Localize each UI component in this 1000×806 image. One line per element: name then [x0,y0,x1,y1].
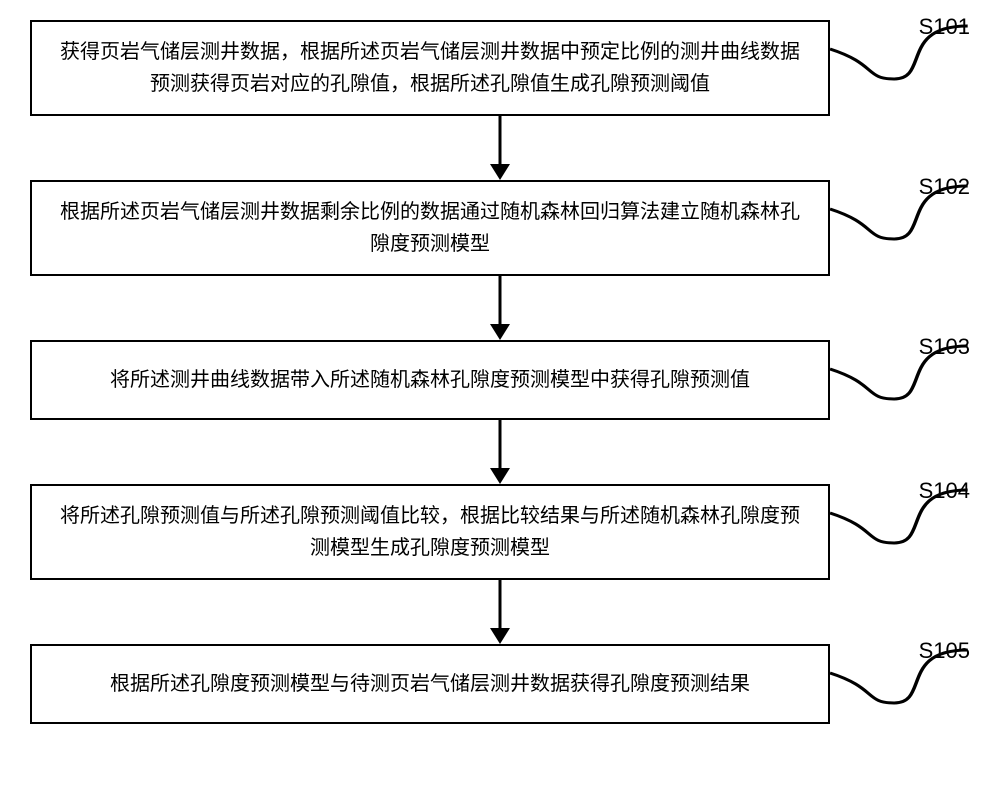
step-label-wrap: S103 [830,340,970,420]
arrow-wrap [100,580,900,644]
step-box-s103: 将所述测井曲线数据带入所述随机森林孔隙度预测模型中获得孔隙预测值 [30,340,830,420]
step-text: 根据所述孔隙度预测模型与待测页岩气储层测井数据获得孔隙度预测结果 [110,668,750,700]
step-box-s102: 根据所述页岩气储层测井数据剩余比例的数据通过随机森林回归算法建立随机森林孔隙度预… [30,180,830,276]
step-label-wrap: S101 [830,20,970,100]
flow-row: 获得页岩气储层测井数据，根据所述页岩气储层测井数据中预定比例的测井曲线数据预测获… [30,20,970,116]
step-box-s105: 根据所述孔隙度预测模型与待测页岩气储层测井数据获得孔隙度预测结果 [30,644,830,724]
arrow-down-icon [480,276,520,340]
step-text: 将所述孔隙预测值与所述孔隙预测阈值比较，根据比较结果与所述随机森林孔隙度预测模型… [52,500,808,564]
arrow-wrap [100,276,900,340]
arrow-wrap [100,116,900,180]
step-box-s104: 将所述孔隙预测值与所述孔隙预测阈值比较，根据比较结果与所述随机森林孔隙度预测模型… [30,484,830,580]
step-label-wrap: S104 [830,484,970,564]
step-box-s101: 获得页岩气储层测井数据，根据所述页岩气储层测井数据中预定比例的测井曲线数据预测获… [30,20,830,116]
arrow-down-icon [480,420,520,484]
arrow-wrap [100,420,900,484]
step-label-wrap: S105 [830,644,970,724]
flowchart: 获得页岩气储层测井数据，根据所述页岩气储层测井数据中预定比例的测井曲线数据预测获… [30,20,970,724]
step-label: S105 [919,638,970,664]
flow-row: 根据所述页岩气储层测井数据剩余比例的数据通过随机森林回归算法建立随机森林孔隙度预… [30,180,970,276]
flow-row: 将所述测井曲线数据带入所述随机森林孔隙度预测模型中获得孔隙预测值 S103 [30,340,970,420]
flow-row: 将所述孔隙预测值与所述孔隙预测阈值比较，根据比较结果与所述随机森林孔隙度预测模型… [30,484,970,580]
step-text: 根据所述页岩气储层测井数据剩余比例的数据通过随机森林回归算法建立随机森林孔隙度预… [52,196,808,260]
step-text: 将所述测井曲线数据带入所述随机森林孔隙度预测模型中获得孔隙预测值 [110,364,750,396]
step-text: 获得页岩气储层测井数据，根据所述页岩气储层测井数据中预定比例的测井曲线数据预测获… [52,36,808,100]
step-label-wrap: S102 [830,180,970,260]
arrow-down-icon [480,116,520,180]
step-label: S102 [919,174,970,200]
step-label: S103 [919,334,970,360]
flow-row: 根据所述孔隙度预测模型与待测页岩气储层测井数据获得孔隙度预测结果 S105 [30,644,970,724]
step-label: S101 [919,14,970,40]
arrow-down-icon [480,580,520,644]
step-label: S104 [919,478,970,504]
